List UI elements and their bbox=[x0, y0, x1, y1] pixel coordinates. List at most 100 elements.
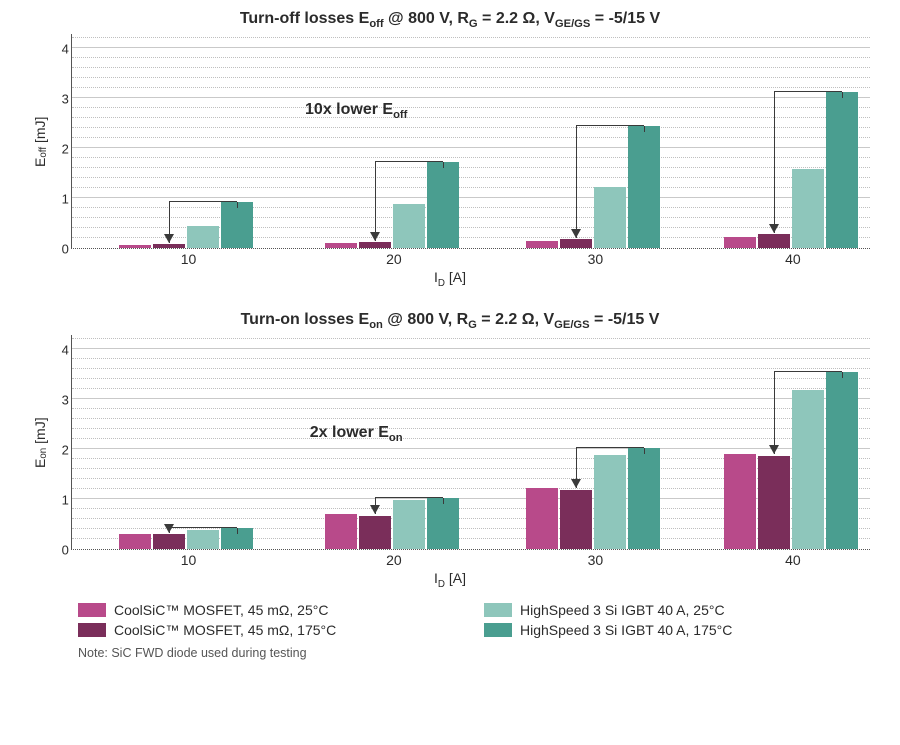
chart-eoff-yticks: 01234 bbox=[49, 34, 71, 249]
bar bbox=[628, 448, 660, 549]
bar-group bbox=[526, 448, 660, 549]
chart-eoff-xticks: 10 20 30 40 bbox=[74, 249, 870, 269]
bar bbox=[119, 534, 151, 549]
legend-swatch bbox=[484, 623, 512, 637]
arrowhead-icon bbox=[769, 445, 779, 454]
legend-label: HighSpeed 3 Si IGBT 40 A, 25°C bbox=[520, 602, 725, 618]
arrow-vertical bbox=[774, 372, 775, 455]
bar bbox=[221, 202, 253, 248]
bar bbox=[359, 516, 391, 549]
xtick-label: 40 bbox=[785, 251, 801, 267]
arrowhead-icon bbox=[164, 524, 174, 533]
chart-eoff-plot: 10x lower Eoff bbox=[71, 34, 870, 249]
bar bbox=[393, 500, 425, 549]
bar bbox=[359, 242, 391, 248]
bar-group bbox=[724, 372, 858, 550]
chart-eon-title: Turn-on losses Eon @ 800 V, RG = 2.2 Ω, … bbox=[30, 311, 870, 331]
xtick-label: 20 bbox=[386, 251, 402, 267]
bar-group bbox=[119, 528, 253, 549]
ytick-label: 2 bbox=[49, 142, 69, 157]
bar bbox=[153, 244, 185, 248]
arrow-vertical bbox=[375, 162, 376, 241]
chart-eon-yticks: 01234 bbox=[49, 335, 71, 550]
arrow-tick bbox=[842, 372, 843, 378]
arrow-horizontal bbox=[774, 91, 842, 92]
ytick-label: 2 bbox=[49, 443, 69, 458]
gridline-minor bbox=[72, 67, 870, 68]
legend-swatch bbox=[484, 603, 512, 617]
bar bbox=[758, 456, 790, 549]
chart-eon: Turn-on losses Eon @ 800 V, RG = 2.2 Ω, … bbox=[30, 311, 870, 590]
arrow-horizontal bbox=[169, 527, 237, 528]
ytick-label: 3 bbox=[49, 92, 69, 107]
gridline-minor bbox=[72, 37, 870, 38]
bar-group bbox=[325, 498, 459, 549]
bar bbox=[724, 454, 756, 549]
arrow-horizontal bbox=[375, 161, 443, 162]
bar-group bbox=[325, 162, 459, 248]
bar bbox=[792, 169, 824, 248]
chart-eon-xlabel: ID [A] bbox=[30, 570, 870, 590]
bar bbox=[560, 490, 592, 549]
arrowhead-icon bbox=[571, 229, 581, 238]
legend: CoolSiC™ MOSFET, 45 mΩ, 25°C HighSpeed 3… bbox=[30, 602, 870, 638]
bar bbox=[826, 92, 858, 248]
arrow-tick bbox=[644, 448, 645, 454]
arrow-vertical bbox=[774, 92, 775, 233]
bar bbox=[325, 514, 357, 549]
arrow-tick bbox=[644, 126, 645, 132]
bar bbox=[119, 245, 151, 249]
gridline-minor bbox=[72, 77, 870, 78]
xtick-label: 30 bbox=[588, 251, 604, 267]
bar bbox=[526, 488, 558, 549]
arrow-horizontal bbox=[375, 497, 443, 498]
bar bbox=[758, 234, 790, 248]
chart-eoff-xlabel: ID [A] bbox=[30, 269, 870, 289]
chart-eon-xticks: 10203040 bbox=[74, 550, 870, 570]
ytick-label: 0 bbox=[49, 543, 69, 558]
xtick-label: 30 bbox=[588, 552, 604, 568]
bar bbox=[187, 530, 219, 549]
ytick-label: 3 bbox=[49, 393, 69, 408]
legend-label: HighSpeed 3 Si IGBT 40 A, 175°C bbox=[520, 622, 732, 638]
arrowhead-icon bbox=[370, 232, 380, 241]
arrowhead-icon bbox=[164, 234, 174, 243]
arrow-tick bbox=[237, 528, 238, 534]
chart-eon-plot: 2x lower Eon bbox=[71, 335, 870, 550]
bar bbox=[826, 372, 858, 550]
bar bbox=[724, 237, 756, 248]
bar bbox=[594, 187, 626, 248]
legend-swatch bbox=[78, 623, 106, 637]
bar bbox=[393, 204, 425, 248]
arrow-vertical bbox=[576, 126, 577, 239]
bar-group bbox=[526, 126, 660, 249]
arrowhead-icon bbox=[370, 505, 380, 514]
ytick-label: 0 bbox=[49, 242, 69, 257]
arrow-tick bbox=[237, 202, 238, 208]
bar bbox=[325, 243, 357, 248]
gridline-major bbox=[72, 348, 870, 349]
bar-group bbox=[119, 202, 253, 248]
legend-item-igbt-25: HighSpeed 3 Si IGBT 40 A, 25°C bbox=[484, 602, 870, 618]
xtick-label: 10 bbox=[181, 552, 197, 568]
arrow-horizontal bbox=[576, 125, 644, 126]
legend-item-igbt-175: HighSpeed 3 Si IGBT 40 A, 175°C bbox=[484, 622, 870, 638]
ytick-label: 1 bbox=[49, 493, 69, 508]
ytick-label: 4 bbox=[49, 42, 69, 57]
chart-eoff-title: Turn-off losses Eoff @ 800 V, RG = 2.2 Ω… bbox=[30, 10, 870, 30]
legend-label: CoolSiC™ MOSFET, 45 mΩ, 25°C bbox=[114, 602, 328, 618]
bar bbox=[187, 226, 219, 249]
footnote: Note: SiC FWD diode used during testing bbox=[30, 646, 870, 660]
page-root: Turn-off losses Eoff @ 800 V, RG = 2.2 Ω… bbox=[0, 0, 900, 745]
bar bbox=[628, 126, 660, 249]
bar bbox=[792, 390, 824, 549]
gridline-minor bbox=[72, 338, 870, 339]
arrow-horizontal bbox=[576, 447, 644, 448]
xtick-label: 20 bbox=[386, 552, 402, 568]
gridline-minor bbox=[72, 358, 870, 359]
xtick-label: 10 bbox=[181, 251, 197, 267]
bar bbox=[427, 498, 459, 549]
annotation-label: 2x lower Eon bbox=[310, 424, 403, 444]
annotation-label: 10x lower Eoff bbox=[305, 101, 407, 121]
chart-eon-plotwrap: Eon [mJ] 01234 2x lower Eon bbox=[30, 335, 870, 550]
